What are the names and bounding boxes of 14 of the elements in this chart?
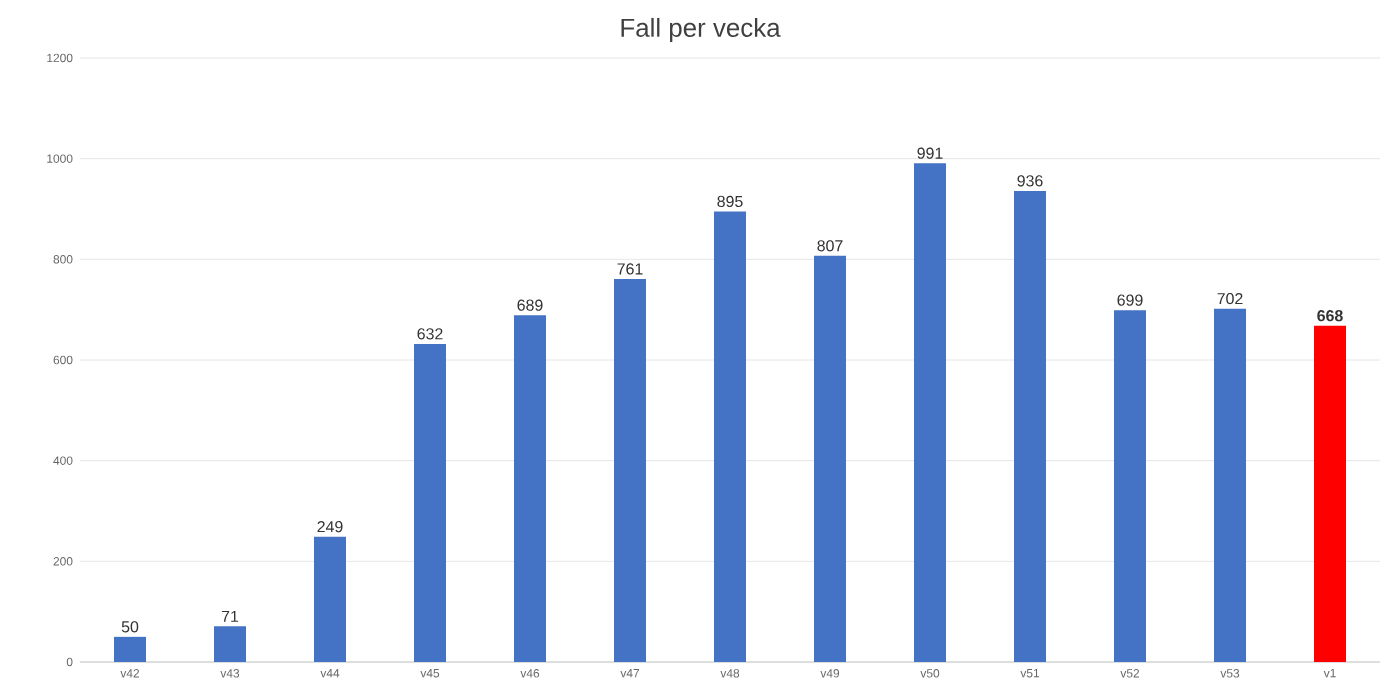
bar	[814, 255, 847, 662]
bar	[714, 211, 747, 662]
bar	[414, 343, 446, 662]
bar	[1014, 190, 1047, 662]
bar	[114, 636, 146, 662]
bar	[514, 315, 547, 662]
bar	[1214, 308, 1247, 662]
bar	[914, 163, 947, 662]
bar	[1314, 325, 1347, 662]
bar	[1114, 310, 1147, 662]
bar	[614, 278, 647, 662]
bar	[314, 536, 346, 662]
bar	[214, 626, 246, 662]
chart-title: Fall per vecka	[621, 17, 781, 43]
